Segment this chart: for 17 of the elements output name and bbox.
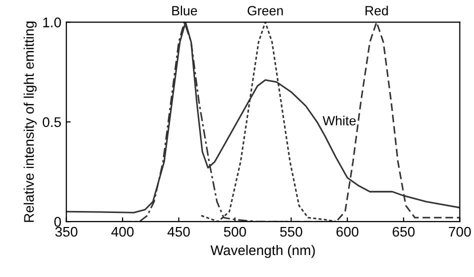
x-tick-label: 350 [55, 226, 78, 237]
series-label: Green [248, 6, 283, 16]
x-tick-label: 650 [392, 226, 415, 237]
x-tick-label: 600 [336, 226, 358, 237]
x-axis-title: Wavelength (nm) [210, 244, 315, 258]
x-tick-label: 500 [224, 226, 246, 237]
series-label: Blue [172, 6, 198, 16]
series-label: Red [366, 6, 388, 16]
x-tick-label: 450 [168, 226, 190, 237]
x-tick-label: 400 [111, 226, 134, 237]
y-tick-label: 1.0 [43, 17, 61, 28]
series-label: White [322, 116, 356, 126]
y-tick-label: 0.5 [42, 117, 61, 128]
y-axis-title: Relative intensity of light emitting [24, 22, 37, 222]
x-tick-label: 550 [280, 226, 302, 237]
x-tick-label: 700 [448, 226, 471, 237]
y-tick-label: 0 [54, 216, 61, 227]
